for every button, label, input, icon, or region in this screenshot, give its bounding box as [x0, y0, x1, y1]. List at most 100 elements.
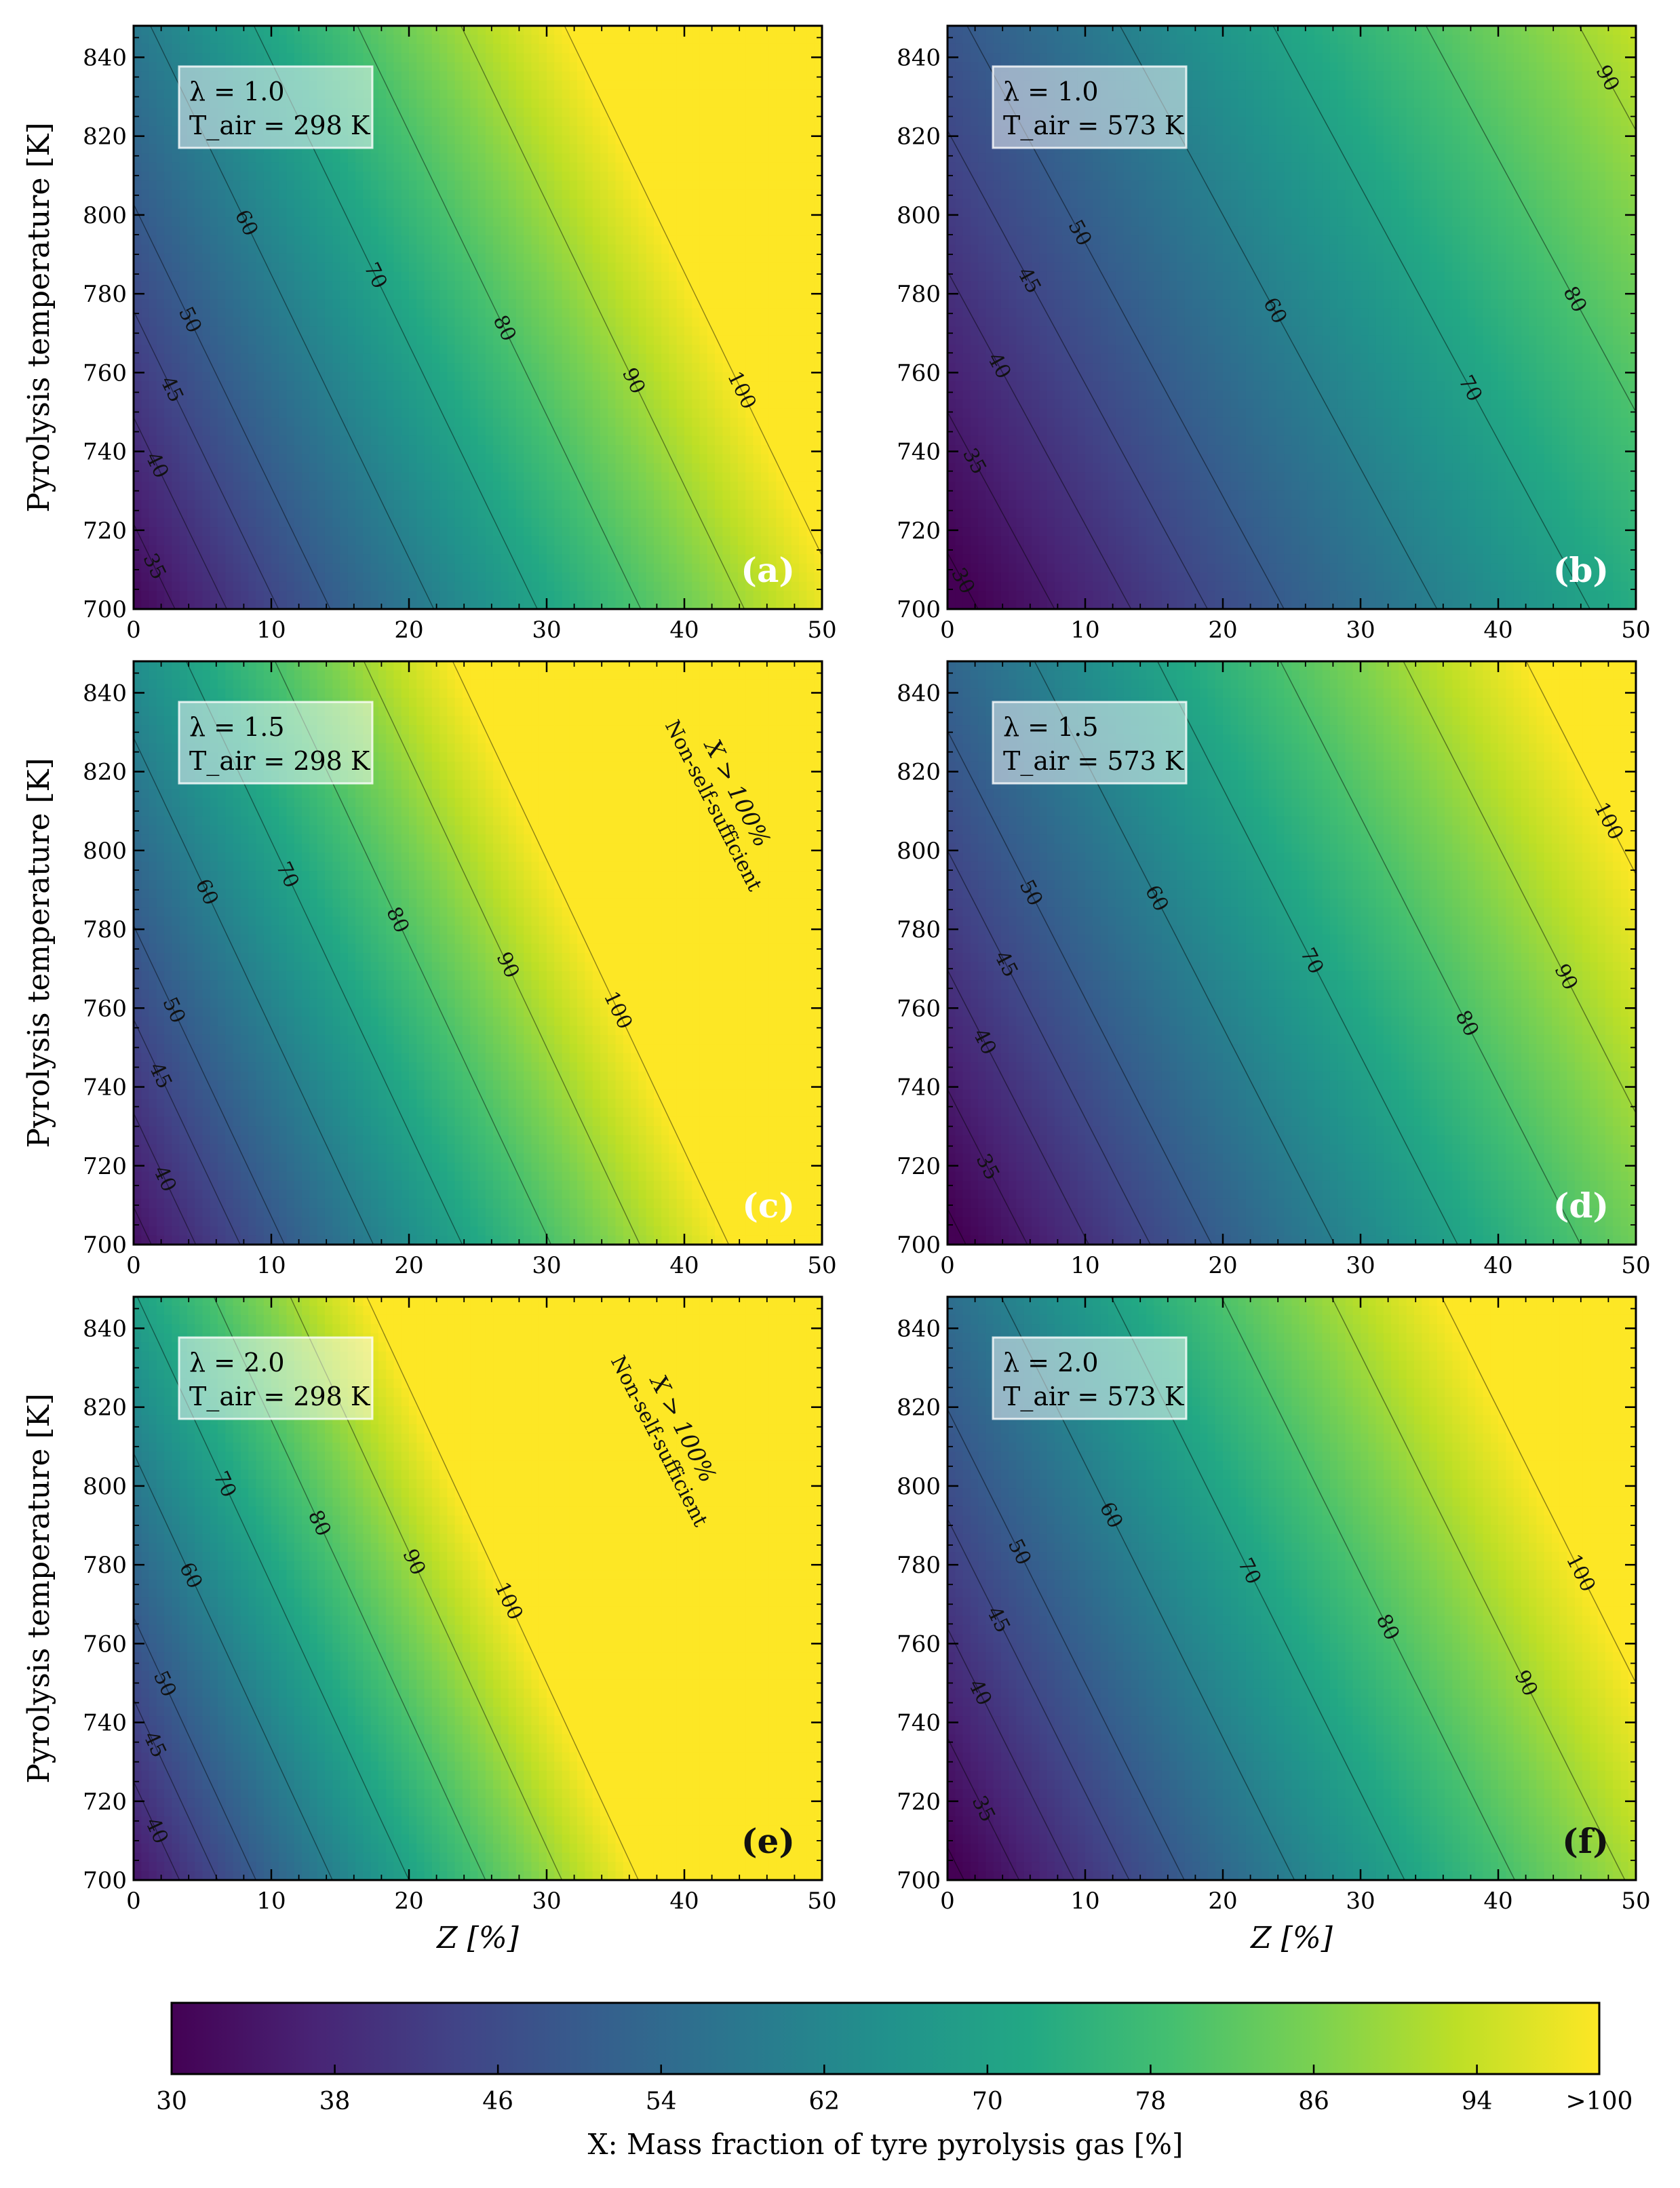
y-tick-label: 840 [83, 1315, 127, 1342]
parameter-box: λ = 1.0 T_air = 573 K [992, 65, 1188, 149]
x-axis-label: Z [%] [1249, 1921, 1333, 1955]
plot-frame [132, 24, 823, 610]
contour-line [460, 26, 745, 609]
colorbar-tick-label: 86 [1298, 2088, 1329, 2115]
y-tick-label: 780 [897, 916, 941, 943]
heatmap-field [948, 1297, 1636, 1880]
contour-line [948, 1736, 1020, 1880]
lambda-label: λ = 1.0 [1003, 77, 1099, 106]
y-tick-label: 780 [897, 281, 941, 308]
lambda-label: λ = 1.0 [189, 77, 285, 106]
colorbar-tick-label: 54 [646, 2088, 677, 2115]
panel-letter: (b) [1553, 550, 1609, 590]
colorbar: 30 38 46 54 62 70 78 86 94 >100 X: Mass fraction o… [156, 2001, 1633, 2161]
contour-line [948, 1088, 1028, 1245]
contour-line [134, 1698, 218, 1880]
y-tick-label: 720 [83, 1153, 127, 1180]
y-tick-label: 780 [897, 1552, 941, 1579]
tair-label: T_air = 573 K [1003, 746, 1184, 777]
y-axis-label: Pyrolysis temperature [K] [22, 1393, 56, 1783]
axis-ticks [946, 1297, 1637, 1881]
contour-line [948, 129, 1209, 609]
y-tick-label: 760 [897, 359, 941, 387]
contour-line [948, 1517, 1130, 1880]
y-tick-label: 760 [83, 995, 127, 1022]
y-tick-label: 700 [897, 1232, 941, 1259]
colorbar-label: X: Mass fraction of tyre pyrolysis gas [… [588, 2128, 1184, 2161]
colorbar-tick-label: 30 [156, 2088, 187, 2115]
colorbar-tick-label: >100 [1566, 2088, 1633, 2115]
y-tick-label: 700 [83, 596, 127, 623]
y-tick-label: 720 [897, 1153, 941, 1180]
x-tick-label: 20 [394, 617, 423, 644]
y-tick-label: 820 [897, 1394, 941, 1422]
colorbar-tick-label: 46 [482, 2088, 513, 2115]
parameter-box: λ = 1.5 T_air = 573 K [992, 701, 1188, 785]
axis-ticks [946, 661, 1637, 1246]
x-tick-label: 30 [1346, 1888, 1375, 1915]
colorbar-gradient [170, 2001, 1601, 2075]
x-tick-label: 10 [256, 1252, 286, 1279]
panel-letter: (e) [741, 1821, 795, 1861]
x-tick-label: 40 [1483, 1252, 1512, 1279]
contour-line [1578, 26, 1636, 132]
y-tick-label: 800 [83, 838, 127, 865]
x-tick-label: 50 [1621, 617, 1650, 644]
x-tick-label: 50 [807, 1888, 836, 1915]
y-tick-label: 840 [897, 1315, 941, 1342]
x-tick-label: 30 [1346, 617, 1375, 644]
contour-line [1425, 26, 1636, 413]
contour-line [948, 1627, 1075, 1880]
y-tick-label: 840 [897, 680, 941, 707]
contour-line [1331, 1297, 1626, 1880]
y-tick-label: 740 [83, 1074, 127, 1101]
panel-letter: (d) [1553, 1186, 1609, 1226]
x-tick-label: 20 [1208, 617, 1237, 644]
panel-letter: (f) [1562, 1821, 1609, 1861]
contour-line [948, 730, 1213, 1245]
y-tick-label: 700 [83, 1232, 127, 1259]
tair-label: T_air = 573 K [1003, 111, 1184, 141]
x-tick-label: 10 [256, 1888, 286, 1915]
y-tick-label: 740 [83, 1710, 127, 1737]
y-tick-label: 740 [897, 1710, 941, 1737]
y-tick-label: 740 [897, 1074, 941, 1101]
contour-line [134, 1616, 257, 1880]
contour-line [1525, 661, 1636, 876]
x-tick-label: 40 [669, 617, 699, 644]
y-axis-label: Pyrolysis temperature [K] [22, 758, 56, 1148]
y-tick-label: 740 [897, 439, 941, 466]
x-tick-label: 20 [394, 1252, 423, 1279]
contour-line [1403, 661, 1636, 1114]
y-tick-label: 700 [897, 596, 941, 623]
contour-line [948, 849, 1151, 1245]
contour-line [134, 1451, 333, 1880]
contour-line [948, 969, 1090, 1245]
y-tick-label: 780 [83, 916, 127, 943]
x-tick-label: 50 [807, 617, 836, 644]
x-tick-label: 20 [1208, 1888, 1237, 1915]
axis-ticks [132, 1297, 823, 1881]
y-tick-label: 760 [83, 359, 127, 387]
contour-line [1272, 26, 1590, 609]
x-axis-label: Z [%] [435, 1921, 520, 1955]
x-tick-label: 0 [940, 1252, 955, 1279]
y-tick-label: 800 [897, 838, 941, 865]
plot-frame [132, 660, 823, 1246]
x-tick-label: 0 [940, 1888, 955, 1915]
x-tick-label: 0 [126, 617, 141, 644]
x-tick-label: 0 [126, 1888, 141, 1915]
x-tick-label: 20 [1208, 1252, 1237, 1279]
y-tick-label: 720 [897, 1789, 941, 1816]
y-tick-label: 820 [83, 759, 127, 786]
x-tick-label: 40 [669, 1252, 699, 1279]
y-tick-label: 700 [83, 1867, 127, 1894]
tair-label: T_air = 298 K [189, 746, 370, 777]
colorbar-tick-label: 62 [808, 2088, 840, 2115]
x-tick-label: 30 [532, 1252, 561, 1279]
y-tick-label: 800 [897, 202, 941, 229]
y-tick-label: 840 [83, 44, 127, 71]
